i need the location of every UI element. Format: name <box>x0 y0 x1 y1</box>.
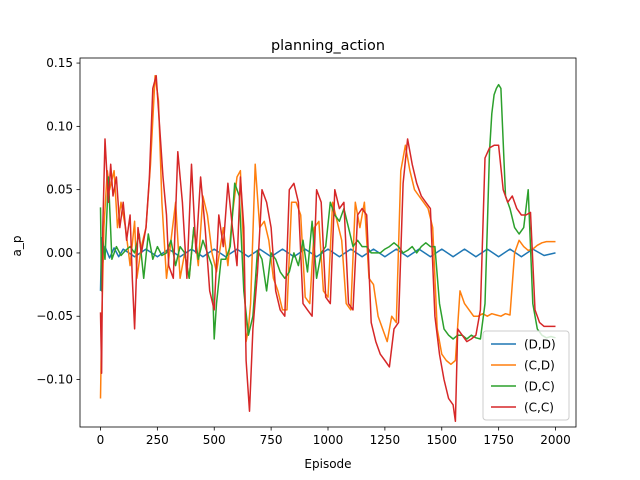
y-tick-label: 0.05 <box>46 183 73 197</box>
y-tick-label: −0.10 <box>36 373 73 387</box>
chart-title: planning_action <box>271 38 385 54</box>
x-tick-label: 1250 <box>370 433 401 447</box>
legend-label: (C,D) <box>524 359 555 373</box>
legend-box <box>482 330 570 421</box>
y-tick-label: 0.10 <box>46 119 73 133</box>
y-tick-label: −0.05 <box>36 309 73 323</box>
x-axis-label: Episode <box>304 457 351 471</box>
legend-label: (D,C) <box>524 380 555 394</box>
legend-label: (D,D) <box>524 338 556 352</box>
series-line-cd <box>99 74 556 399</box>
x-tick-label: 250 <box>146 433 169 447</box>
x-tick-label: 1750 <box>483 433 514 447</box>
legend: (D,D) (C,D) (D,C) (C,C) <box>482 330 570 421</box>
x-tick-label: 2000 <box>540 433 571 447</box>
x-tick-label: 1000 <box>313 433 344 447</box>
series-lines <box>99 74 556 423</box>
y-tick-label: 0.00 <box>46 246 73 260</box>
series-line-dc <box>99 83 556 340</box>
x-tick-label: 750 <box>260 433 283 447</box>
y-tick-label: 0.15 <box>46 56 73 70</box>
y-axis: −0.10 −0.05 0.00 0.05 0.10 0.15 <box>36 56 80 387</box>
x-tick-label: 0 <box>97 433 105 447</box>
x-tick-label: 1500 <box>426 433 457 447</box>
x-tick-label: 500 <box>203 433 226 447</box>
series-line-cc <box>99 74 556 423</box>
x-axis: 0 250 500 750 1000 1250 1500 1750 2000 <box>97 427 571 447</box>
plot-area <box>79 57 577 428</box>
y-axis-label: a_p <box>10 236 24 257</box>
legend-label: (C,C) <box>524 401 554 415</box>
